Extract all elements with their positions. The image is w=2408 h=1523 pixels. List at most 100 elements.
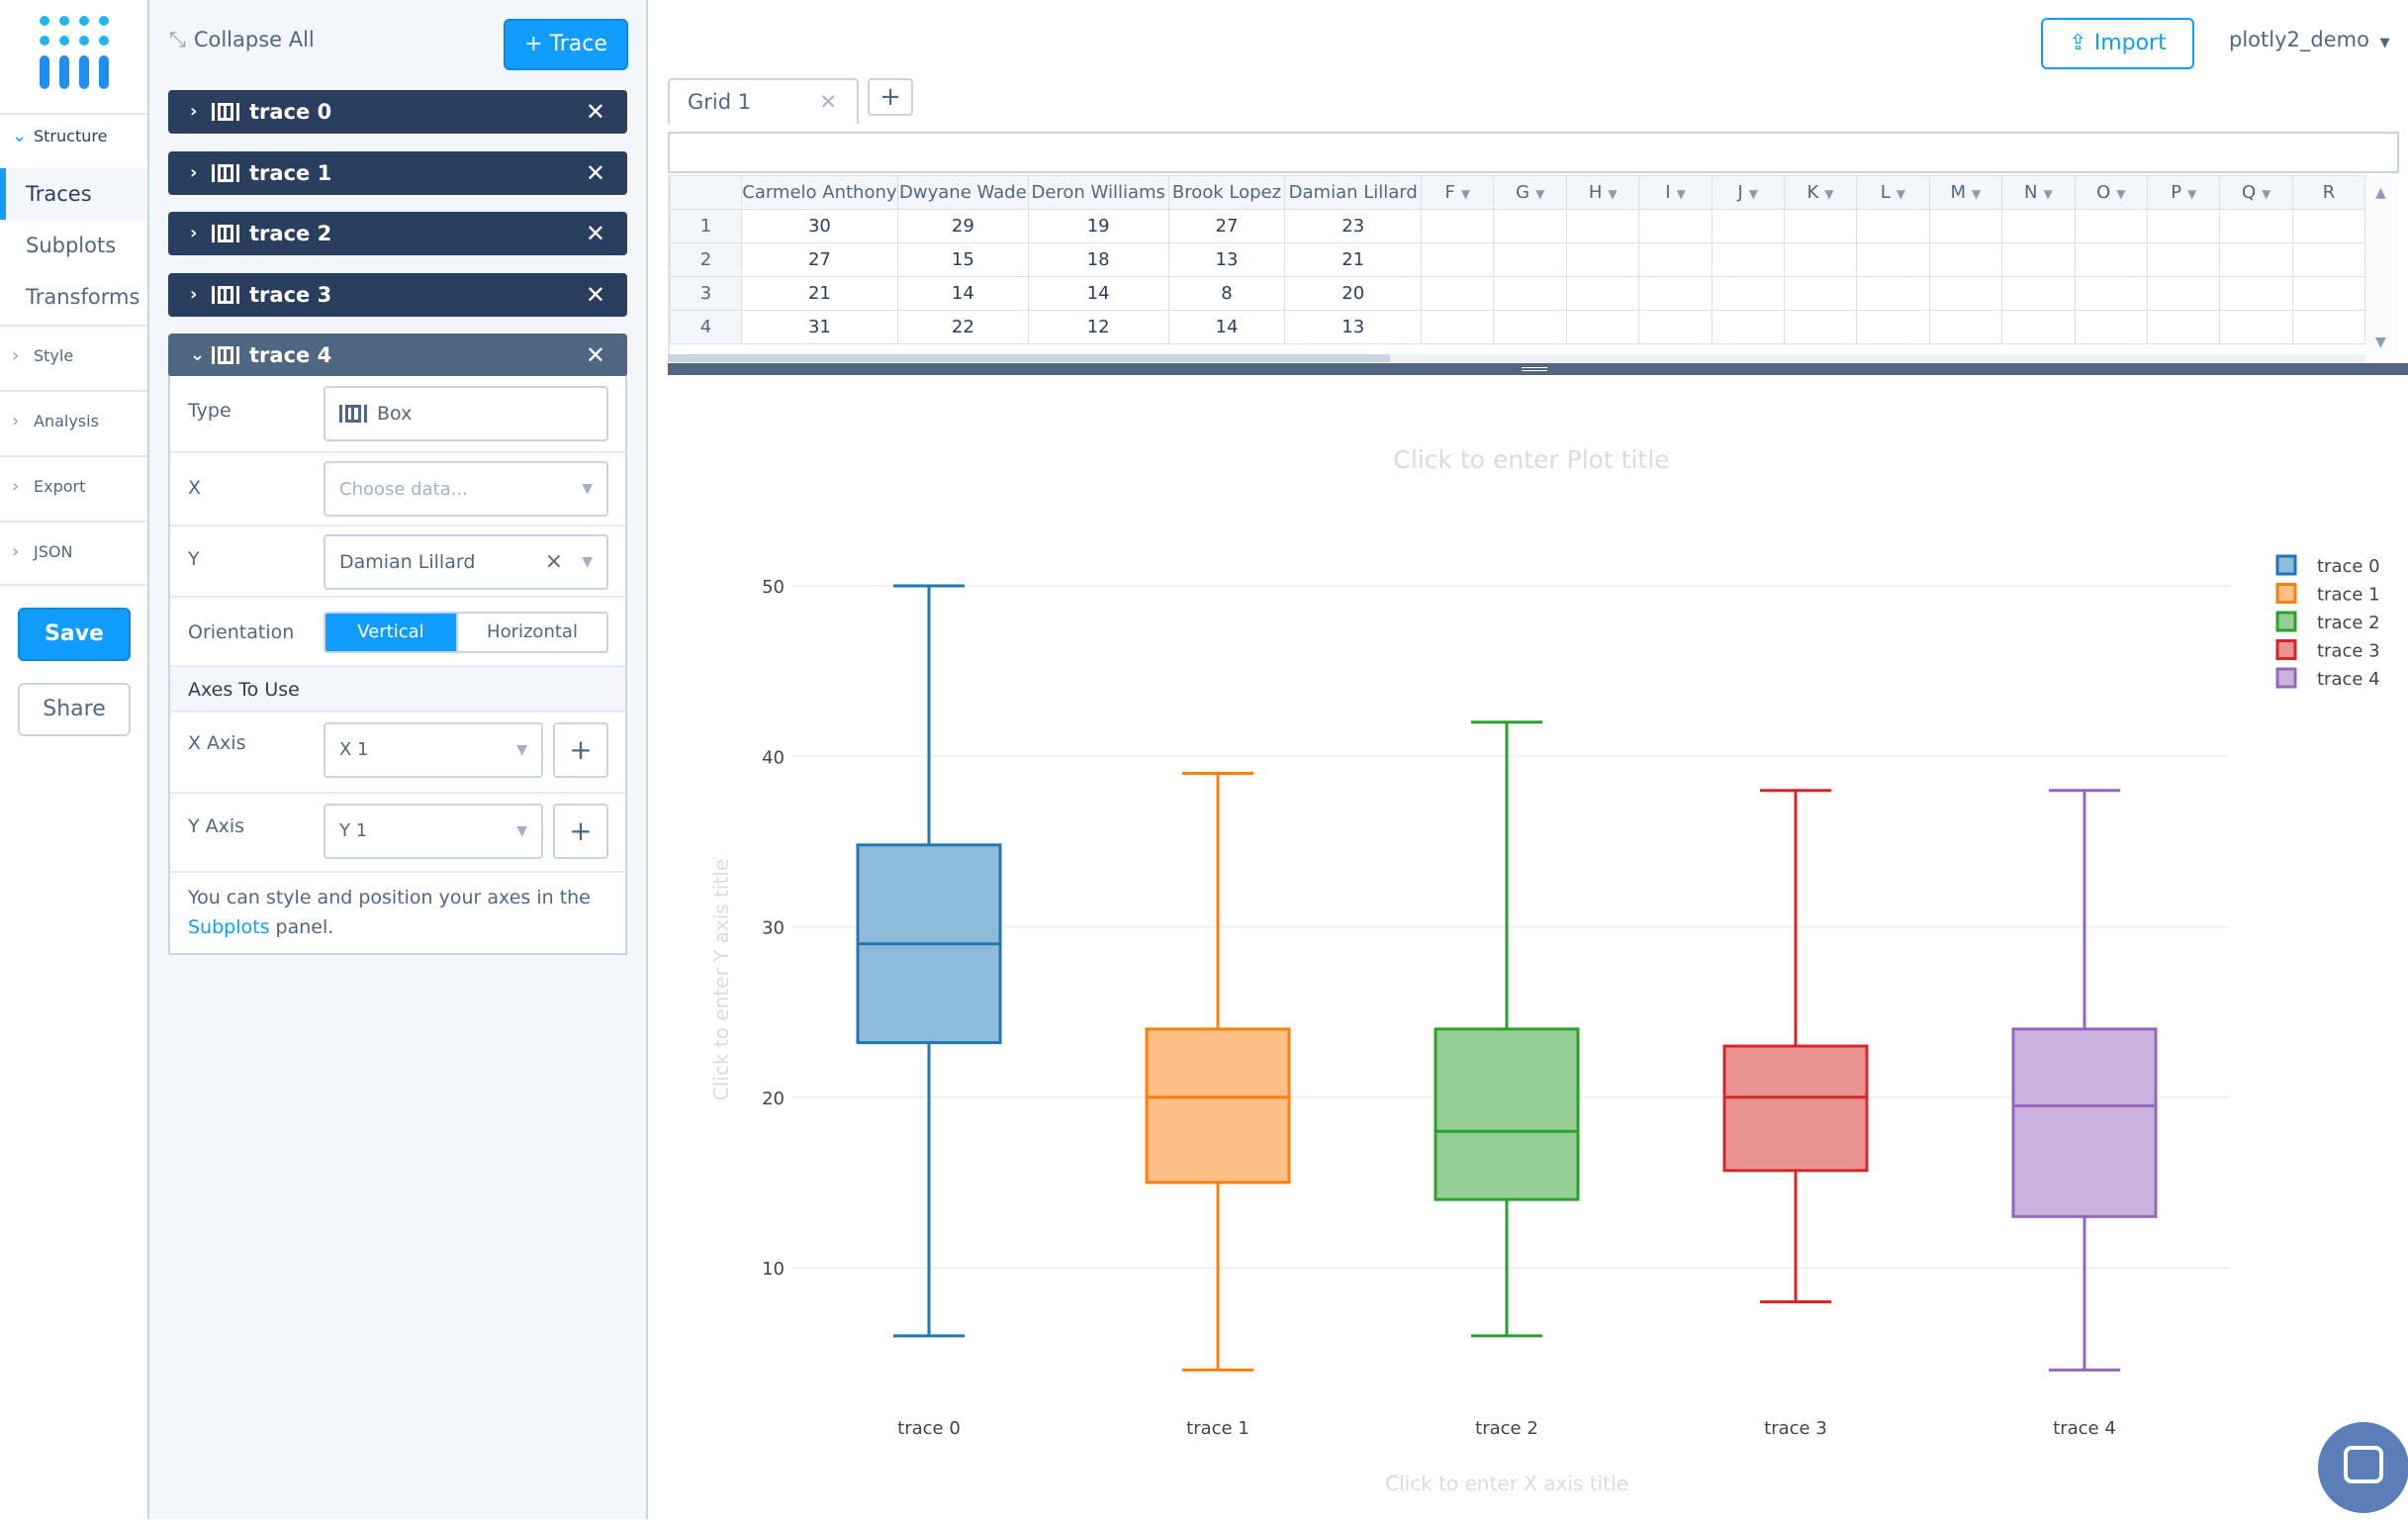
caret-down-icon[interactable]: ▼ bbox=[1824, 187, 1834, 201]
legend-item[interactable]: trace 2 bbox=[2275, 611, 2380, 633]
collapse-all-button[interactable]: ⤡ Collapse All bbox=[169, 28, 315, 52]
grid-cell[interactable]: 29 bbox=[896, 209, 1029, 243]
plotly-logo[interactable] bbox=[34, 16, 117, 91]
caret-down-icon[interactable]: ▼ bbox=[1460, 187, 1471, 201]
grid-cell[interactable] bbox=[1856, 310, 1930, 344]
grid-cell[interactable] bbox=[1638, 276, 1713, 311]
grid-cell[interactable] bbox=[1928, 310, 2003, 344]
orientation-vertical-button[interactable]: Vertical bbox=[325, 614, 456, 651]
save-button[interactable]: Save bbox=[18, 608, 131, 661]
nav-json[interactable]: › JSON bbox=[12, 532, 72, 572]
column-header[interactable]: H ▼ bbox=[1565, 175, 1640, 210]
column-header[interactable]: P ▼ bbox=[2147, 175, 2221, 210]
grid-cell[interactable]: 27 bbox=[1167, 209, 1286, 243]
grid-cell[interactable] bbox=[1421, 242, 1495, 277]
grid-cell[interactable] bbox=[2147, 209, 2221, 243]
grid-cell[interactable] bbox=[2291, 242, 2365, 277]
grid-cell[interactable] bbox=[1493, 276, 1567, 311]
grid-cell[interactable] bbox=[2147, 242, 2221, 277]
legend-item[interactable]: trace 4 bbox=[2275, 667, 2380, 690]
grid-cell[interactable] bbox=[2291, 276, 2365, 311]
column-header[interactable]: K ▼ bbox=[1783, 175, 1858, 210]
grid-cell[interactable] bbox=[1783, 242, 1858, 277]
grid-cell[interactable] bbox=[1565, 276, 1640, 311]
x-axis-title[interactable]: Click to enter X axis title bbox=[1385, 1472, 1628, 1495]
grid-cell[interactable]: 8 bbox=[1167, 276, 1286, 311]
caret-down-icon[interactable]: ▼ bbox=[1748, 187, 1758, 201]
grid-cell[interactable]: 14 bbox=[1027, 276, 1169, 311]
column-header[interactable]: Brook Lopez bbox=[1167, 175, 1286, 210]
grid-cell[interactable] bbox=[2001, 276, 2076, 311]
caret-down-icon[interactable]: ▼ bbox=[1971, 187, 1982, 201]
grid-cell[interactable] bbox=[2219, 276, 2293, 311]
grid-cell[interactable]: 15 bbox=[896, 242, 1029, 277]
trace-header[interactable]: › trace 1 ✕ bbox=[168, 151, 627, 195]
grid-cell[interactable] bbox=[2219, 310, 2293, 344]
grid-cell[interactable] bbox=[2147, 310, 2221, 344]
grid-cell[interactable]: 13 bbox=[1167, 242, 1286, 277]
column-header[interactable]: F ▼ bbox=[1421, 175, 1495, 210]
column-header[interactable]: J ▼ bbox=[1711, 175, 1785, 210]
grid-cell[interactable] bbox=[2291, 209, 2365, 243]
close-icon[interactable]: ✕ bbox=[819, 90, 837, 114]
grid-cell[interactable] bbox=[1711, 276, 1785, 311]
trace-header[interactable]: › trace 3 ✕ bbox=[168, 273, 627, 317]
grid-cell[interactable] bbox=[1711, 209, 1785, 243]
grid-cell[interactable] bbox=[1493, 209, 1567, 243]
trace-type-selector[interactable]: Box bbox=[324, 386, 608, 441]
legend-item[interactable]: trace 1 bbox=[2275, 583, 2380, 606]
add-y-axis-button[interactable]: + bbox=[553, 804, 608, 859]
import-button[interactable]: ⇪ Import bbox=[2041, 18, 2194, 69]
grid-cell[interactable]: 31 bbox=[740, 310, 898, 344]
column-header[interactable]: I ▼ bbox=[1638, 175, 1713, 210]
nav-structure[interactable]: ⌄ Structure bbox=[12, 117, 107, 156]
grid-cell[interactable]: 22 bbox=[896, 310, 1029, 344]
column-header[interactable]: Dwyane Wade bbox=[896, 175, 1029, 210]
box-iqr[interactable] bbox=[1722, 1044, 1869, 1173]
grid-cell[interactable] bbox=[1856, 242, 1930, 277]
orientation-horizontal-button[interactable]: Horizontal bbox=[456, 614, 606, 651]
grid-cell[interactable]: 21 bbox=[740, 276, 898, 311]
legend-item[interactable]: trace 0 bbox=[2275, 554, 2380, 577]
caret-down-icon[interactable]: ▼ bbox=[2116, 187, 2126, 201]
drag-handle-icon[interactable] bbox=[1522, 367, 1547, 371]
nav-style[interactable]: › Style bbox=[12, 336, 73, 376]
grid-cell[interactable]: 27 bbox=[740, 242, 898, 277]
column-header[interactable]: O ▼ bbox=[2074, 175, 2149, 210]
grid-cell[interactable]: 18 bbox=[1027, 242, 1169, 277]
y-axis-dropdown[interactable]: Y 1 ▼ bbox=[324, 804, 543, 859]
box-trace[interactable] bbox=[1145, 771, 1291, 1372]
grid-cell[interactable] bbox=[1711, 310, 1785, 344]
y-data-dropdown[interactable]: Damian Lillard × ▼ bbox=[324, 534, 608, 590]
caret-down-icon[interactable]: ▼ bbox=[1676, 187, 1686, 201]
nav-transforms[interactable]: Transforms bbox=[0, 271, 147, 323]
scrollbar-thumb[interactable] bbox=[668, 354, 1390, 362]
grid-cell[interactable]: 14 bbox=[1167, 310, 1286, 344]
grid-cell[interactable] bbox=[2074, 209, 2149, 243]
close-icon[interactable]: ✕ bbox=[585, 341, 605, 369]
scroll-down-icon[interactable]: ▼ bbox=[2375, 334, 2386, 350]
grid-cell[interactable] bbox=[2147, 276, 2221, 311]
chat-bubble-button[interactable] bbox=[2318, 1422, 2408, 1513]
grid-cell[interactable] bbox=[1928, 276, 2003, 311]
grid-horizontal-scrollbar[interactable] bbox=[668, 354, 2365, 362]
grid-cell[interactable] bbox=[1783, 310, 1858, 344]
grid-cell[interactable] bbox=[1638, 209, 1713, 243]
close-icon[interactable]: ✕ bbox=[585, 98, 605, 126]
close-icon[interactable]: ✕ bbox=[585, 159, 605, 187]
column-header[interactable]: G ▼ bbox=[1493, 175, 1567, 210]
column-header[interactable]: Damian Lillard bbox=[1284, 175, 1423, 210]
box-iqr[interactable] bbox=[1145, 1027, 1291, 1185]
grid-cell[interactable] bbox=[1783, 276, 1858, 311]
box-trace[interactable] bbox=[1722, 789, 1869, 1303]
grid-cell[interactable] bbox=[2001, 209, 2076, 243]
grid-cell[interactable]: 23 bbox=[1284, 209, 1423, 243]
add-trace-button[interactable]: + Trace bbox=[504, 19, 628, 70]
nav-export[interactable]: › Export bbox=[12, 467, 85, 507]
caret-down-icon[interactable]: ▼ bbox=[2262, 187, 2271, 201]
column-header[interactable]: M ▼ bbox=[1928, 175, 2003, 210]
grid-cell[interactable]: 19 bbox=[1027, 209, 1169, 243]
grid-cell[interactable] bbox=[1928, 209, 2003, 243]
trace-header[interactable]: › trace 0 ✕ bbox=[168, 90, 627, 134]
grid-cell[interactable] bbox=[1421, 276, 1495, 311]
